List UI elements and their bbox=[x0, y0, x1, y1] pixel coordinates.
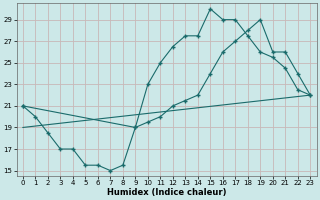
X-axis label: Humidex (Indice chaleur): Humidex (Indice chaleur) bbox=[107, 188, 226, 197]
